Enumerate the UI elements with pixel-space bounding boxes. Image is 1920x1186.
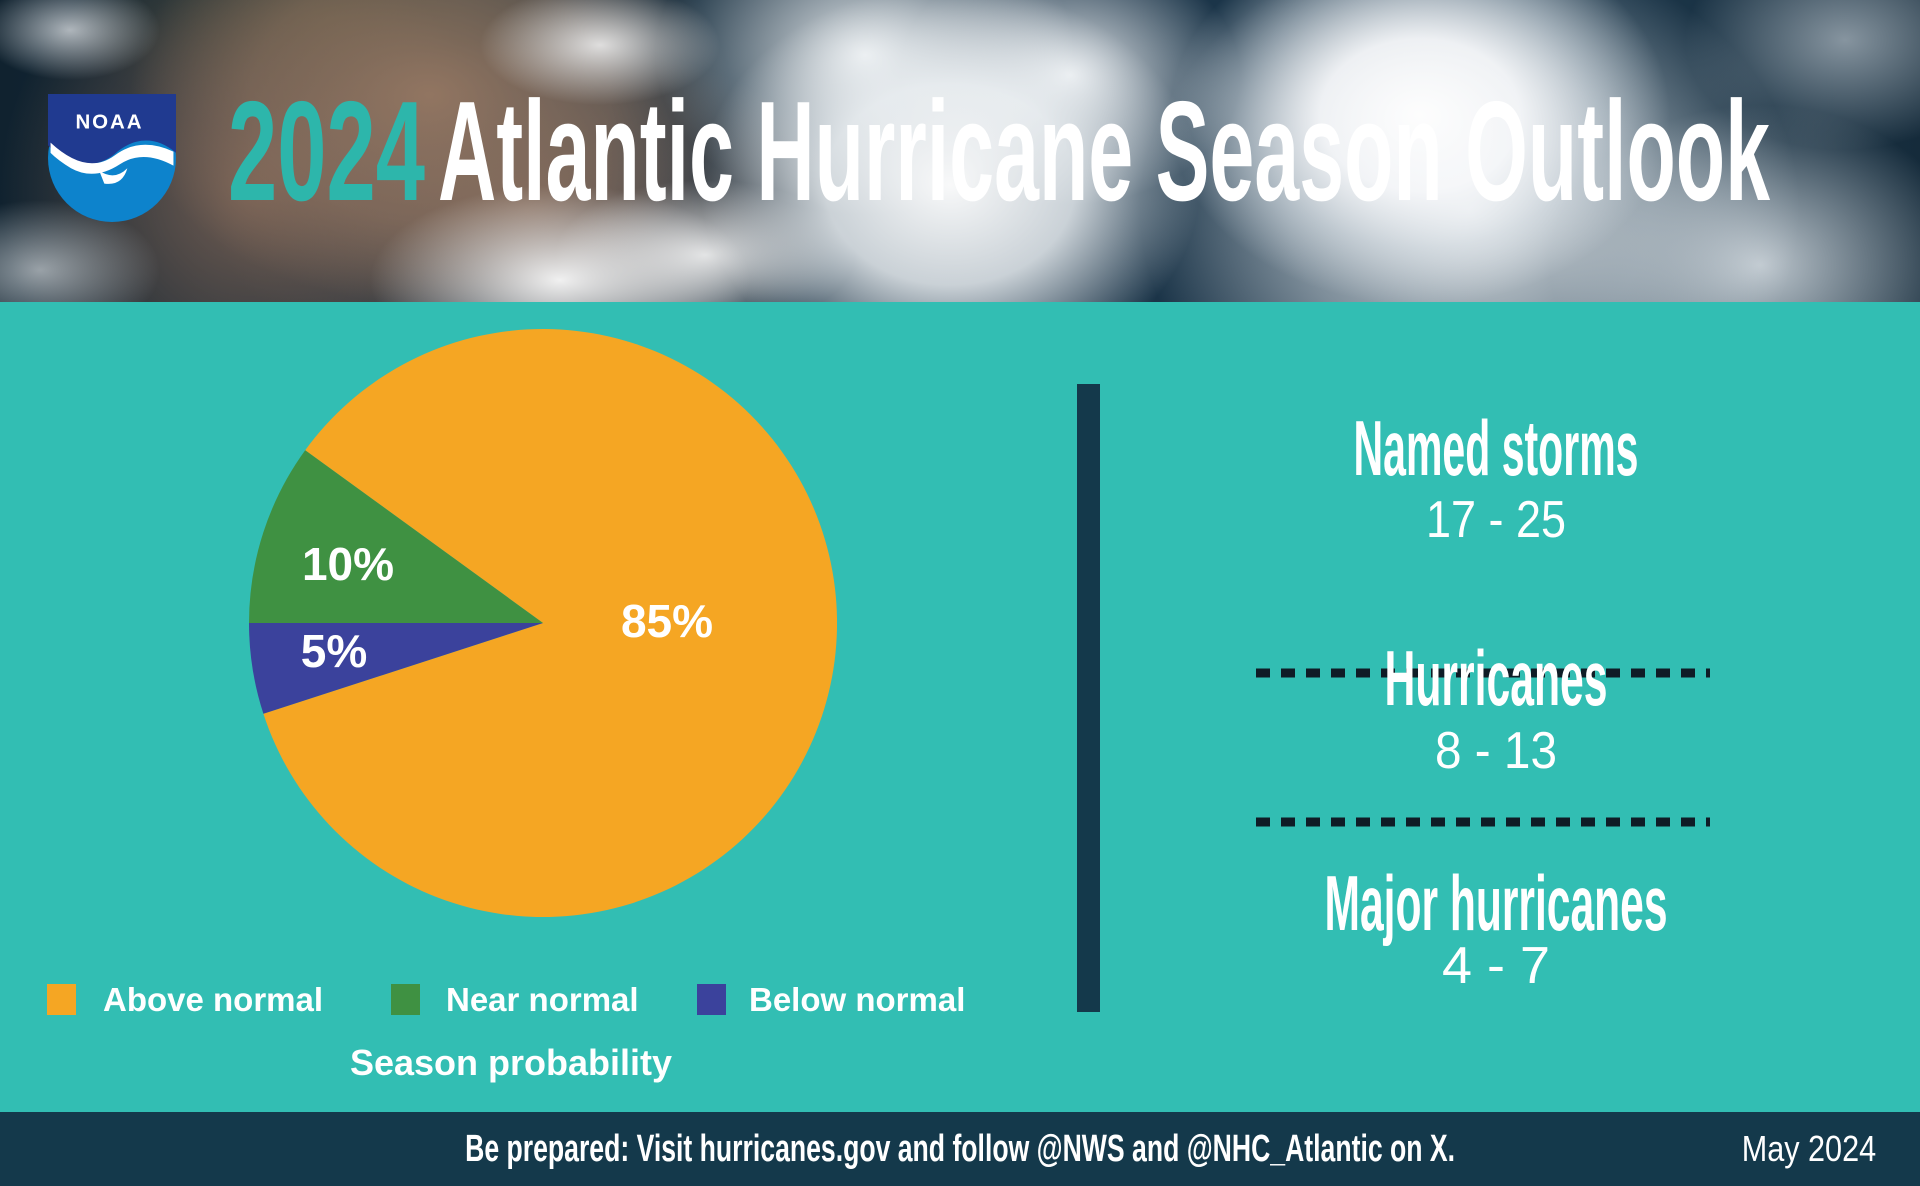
footer-date: May 2024 <box>1741 1128 1876 1169</box>
outlook-label-named-storms: Named storms <box>1354 404 1639 492</box>
seagull-icon <box>50 142 174 174</box>
legend-swatch-below-normal <box>697 984 726 1015</box>
outlook-range-major-hurricanes: 4 - 7 <box>1442 937 1550 995</box>
legend-label-below-normal: Below normal <box>749 980 966 1018</box>
outlook-range-hurricanes: 8 - 13 <box>1435 722 1557 780</box>
vertical-divider-bar <box>1077 384 1100 1012</box>
title-year: 2024 <box>228 78 425 213</box>
season-probability-pie-chart <box>249 329 837 917</box>
pie-slice-above-normal <box>263 329 837 917</box>
pie-label-below-normal: 5% <box>300 625 368 677</box>
outlook-label-hurricanes: Hurricanes <box>1385 634 1608 722</box>
noaa-logo: NOAA <box>48 94 176 222</box>
pie-slice-below-normal <box>249 623 543 714</box>
noaa-logo-text: NOAA <box>75 111 143 134</box>
outlook-label-major-hurricanes: Major hurricanes <box>1325 859 1668 947</box>
legend-swatch-above-normal <box>47 984 76 1015</box>
outlook-range-named-storms: 17 - 25 <box>1426 491 1566 549</box>
title-text: Atlantic Hurricane Season Outlook <box>438 78 1771 213</box>
header-satellite-banner: NOAA 2024 Atlantic Hurricane Season Outl… <box>0 0 1920 302</box>
outlook-numbers-panel: Named storms 17 - 25 Hurricanes 8 - 13 M… <box>1256 404 1710 995</box>
pie-caption: Season probability <box>349 1042 673 1083</box>
legend-swatch-near-normal <box>391 984 420 1015</box>
pie-label-above-normal: 85% <box>620 595 714 647</box>
page-title: 2024 Atlantic Hurricane Season Outlook <box>228 78 1771 213</box>
footer-message: Be prepared: Visit hurricanes.gov and fo… <box>465 1127 1455 1170</box>
pie-label-near-normal: 10% <box>301 538 395 590</box>
noaa-logo-sky <box>48 94 176 165</box>
pie-slice-near-normal <box>249 450 543 623</box>
legend-label-near-normal: Near normal <box>446 980 639 1018</box>
seagull-wing-icon <box>99 168 128 184</box>
legend-label-above-normal: Above normal <box>103 980 324 1018</box>
footer-bar: Be prepared: Visit hurricanes.gov and fo… <box>0 1112 1920 1186</box>
